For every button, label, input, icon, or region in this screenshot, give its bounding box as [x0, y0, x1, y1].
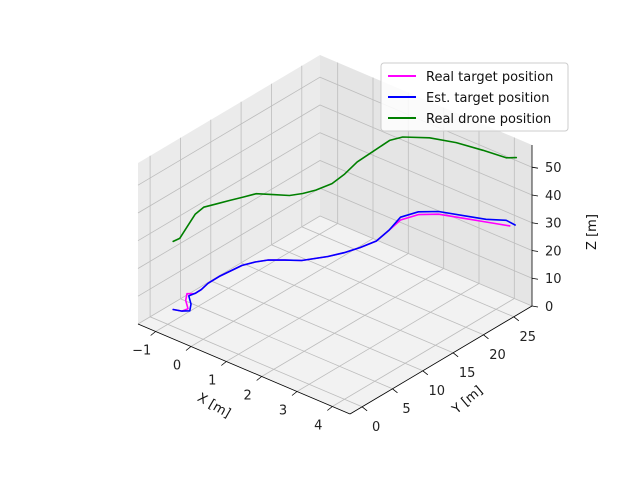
y-tick-mark	[422, 370, 429, 376]
x-tick-mark	[291, 391, 298, 396]
z-tick-mark	[531, 222, 539, 225]
z-tick-label: 10	[545, 272, 562, 287]
y-tick-label: 0	[372, 420, 380, 435]
x-tick-mark	[327, 406, 333, 411]
x-tick-mark	[256, 376, 262, 381]
z-tick-mark	[531, 277, 539, 280]
y-tick-label: 20	[489, 348, 506, 363]
axis-lines	[137, 145, 539, 415]
y-tick-mark	[392, 388, 398, 394]
z-tick-mark	[531, 250, 539, 252]
y-tick-mark	[452, 352, 459, 358]
z-tick-mark	[531, 194, 539, 197]
series-line-2	[172, 136, 518, 243]
x-axis-line	[137, 323, 351, 415]
z-gridline	[137, 76, 533, 186]
z-gridline	[137, 215, 533, 325]
z-tick-mark	[531, 305, 539, 308]
x-tick-label: 0	[173, 359, 181, 374]
x-tick-mark	[150, 331, 156, 336]
legend-label-real-drone: Real drone position	[426, 112, 551, 127]
x-tick-label: 1	[208, 374, 216, 389]
y-axis-label: Y [m]	[449, 383, 486, 418]
pane-floor	[138, 216, 532, 414]
y-tick-label: 5	[402, 402, 410, 417]
x-axis-label: X [m]	[194, 391, 233, 422]
y-tick-label: 10	[429, 384, 446, 399]
legend-label-real-target: Real target position	[426, 70, 553, 85]
y-tick-label: 15	[459, 366, 476, 381]
y-axis-line	[349, 305, 533, 415]
z-gridline	[137, 104, 533, 214]
series-line-1	[172, 210, 516, 312]
legend: Real target position Est. target positio…	[380, 62, 569, 132]
x-tick-label: 3	[279, 404, 287, 419]
x-tick-mark	[221, 361, 227, 366]
y-tick-mark	[513, 316, 520, 322]
z-tick-mark	[531, 166, 539, 169]
z-gridline	[137, 132, 533, 242]
legend-label-est-target: Est. target position	[426, 91, 550, 106]
legend-box	[380, 62, 569, 132]
x-tick-mark	[185, 346, 192, 351]
x-tick-label: 2	[244, 389, 252, 404]
z-axis-label: Z [m]	[585, 214, 600, 250]
data-series	[172, 136, 518, 312]
z-tick-label: 0	[545, 300, 553, 315]
z-tick-label: 30	[545, 217, 562, 232]
pane-left-wall	[138, 55, 320, 324]
z-tick-label: 20	[545, 245, 562, 260]
y-tick-mark	[483, 334, 489, 340]
z-tick-label: 50	[545, 161, 562, 176]
z-gridline	[137, 160, 533, 269]
x-tick-label: 4	[314, 419, 322, 434]
x-tick-label: −1	[132, 344, 151, 359]
y-tick-mark	[361, 406, 368, 412]
y-tick-label: 25	[520, 330, 537, 345]
z-tick-label: 40	[545, 189, 562, 204]
